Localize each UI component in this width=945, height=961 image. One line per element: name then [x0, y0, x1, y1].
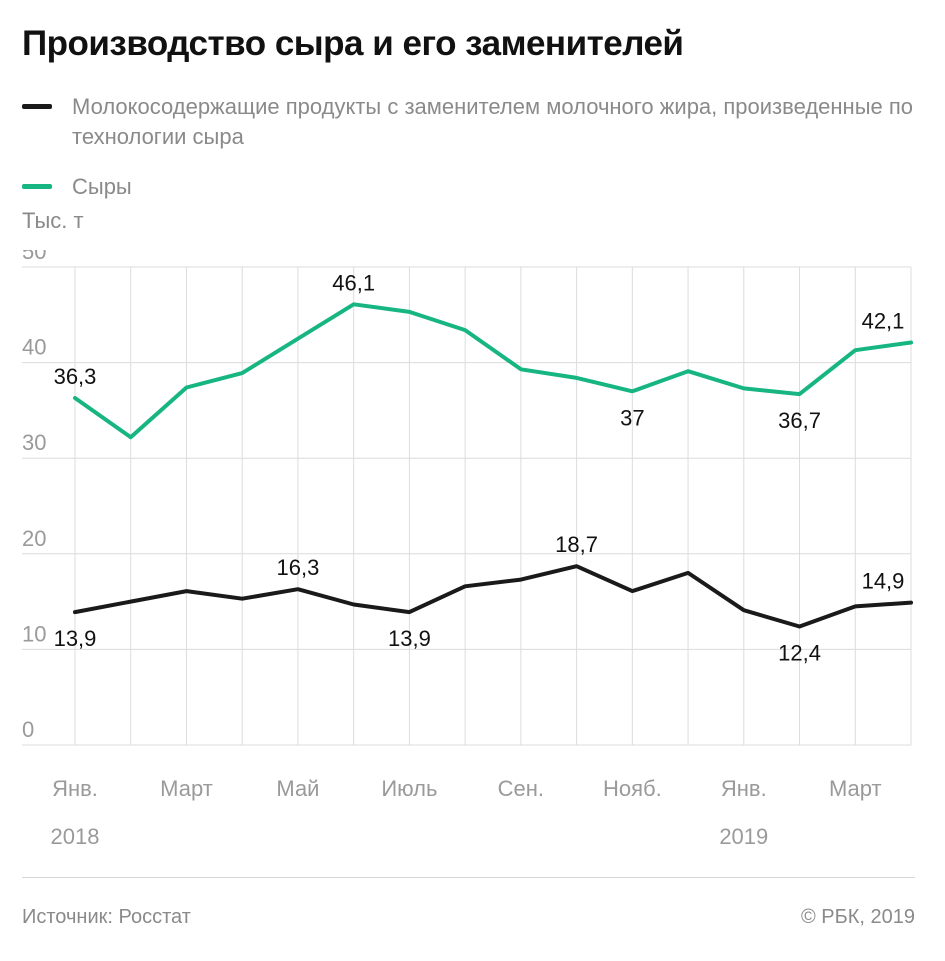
- legend-label: Сыры: [72, 174, 132, 199]
- legend-item-cheese: Сыры: [22, 172, 922, 202]
- data-label: 46,1: [332, 270, 375, 295]
- legend: Молокосодержащие продукты с заменителем …: [22, 92, 922, 222]
- data-label: 13,9: [388, 626, 431, 651]
- footer-divider: [22, 877, 915, 878]
- data-label: 37: [620, 405, 644, 430]
- data-label: 13,9: [54, 626, 97, 651]
- legend-label: Молокосодержащие продукты с заменителем …: [72, 94, 914, 149]
- line-chart: 0 10 20 30 40 50 Янв. Март Май Июль Сен. Нояб. Янв. М…: [22, 250, 913, 849]
- y-axis-unit: Тыс. т: [22, 208, 84, 233]
- y-tick-label: 50: [22, 250, 46, 264]
- legend-swatch-green: [22, 184, 52, 189]
- x-tick-label: Июль: [381, 776, 437, 801]
- y-tick-label: 0: [22, 717, 34, 742]
- y-tick-label: 10: [22, 621, 46, 646]
- data-label: 18,7: [555, 532, 598, 557]
- x-tick-label: Янв.: [52, 776, 98, 801]
- x-tick-label: Май: [276, 776, 319, 801]
- series-line-cheese: [73, 302, 913, 440]
- copyright-note: © РБК, 2019: [800, 906, 915, 928]
- y-tick-label: 40: [22, 335, 46, 360]
- series-line-milk-products: [73, 564, 913, 629]
- y-tick-label: 20: [22, 526, 46, 551]
- x-tick-label: Янв.: [721, 776, 767, 801]
- source-note: Источник: Росстат: [22, 906, 191, 928]
- y-tick-label: 30: [22, 430, 46, 455]
- data-label: 14,9: [862, 569, 905, 594]
- x-tick-label: Март: [160, 776, 213, 801]
- data-label: 36,3: [54, 364, 97, 389]
- x-tick-label: Март: [829, 776, 882, 801]
- data-label: 12,4: [778, 640, 821, 665]
- year-label: 2018: [51, 824, 100, 849]
- chart-title: Производство сыра и его заменителей: [22, 24, 684, 63]
- x-tick-label: Сен.: [498, 776, 544, 801]
- legend-item-milk-products: Молокосодержащие продукты с заменителем …: [22, 92, 922, 152]
- data-label: 16,3: [277, 555, 320, 580]
- data-label: 42,1: [862, 309, 905, 334]
- data-label: 36,7: [778, 408, 821, 433]
- x-tick-label: Нояб.: [603, 776, 662, 801]
- year-label: 2019: [719, 824, 768, 849]
- legend-swatch-black: [22, 104, 52, 109]
